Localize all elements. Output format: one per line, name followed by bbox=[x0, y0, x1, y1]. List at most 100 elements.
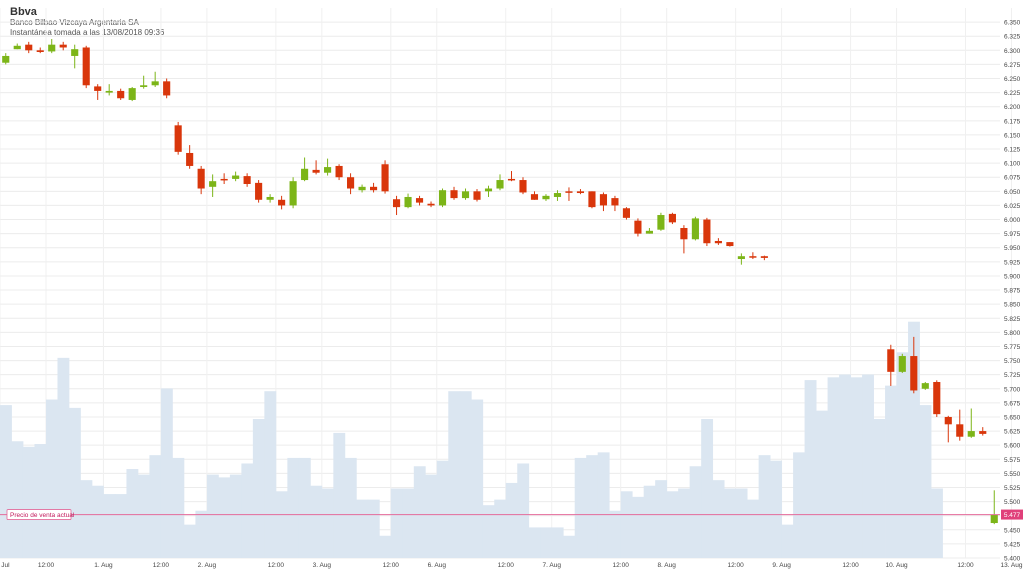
candle-down bbox=[117, 90, 125, 99]
volume-bar bbox=[724, 488, 737, 558]
y-tick-label: 6.200 bbox=[1004, 104, 1021, 111]
x-tick-label: 7. Aug bbox=[543, 562, 562, 569]
candle-up bbox=[324, 167, 332, 173]
candle-down bbox=[749, 256, 757, 258]
x-axis: 31. Jul 12:00 1. Aug 12:00 2. Aug 12:00 3. Aug… bbox=[0, 562, 1023, 569]
snapshot-time: Instantánea tomada a las 13/08/2018 09:3… bbox=[10, 28, 165, 37]
candle-down bbox=[335, 165, 343, 178]
candle-up bbox=[232, 175, 240, 179]
volume-bar bbox=[816, 410, 828, 558]
candle-down bbox=[519, 180, 527, 193]
volume-bar bbox=[528, 527, 541, 558]
volume-bar bbox=[827, 377, 840, 558]
volume-bar bbox=[574, 457, 587, 558]
volume-bar bbox=[34, 444, 47, 558]
y-tick-label: 5.950 bbox=[1004, 245, 1021, 252]
candle-down bbox=[255, 182, 263, 200]
volume-bar bbox=[126, 469, 139, 558]
volume-bar bbox=[229, 474, 242, 558]
candle-down bbox=[944, 416, 952, 425]
candle-down bbox=[243, 176, 251, 184]
candle-down bbox=[760, 256, 768, 258]
volume-bar bbox=[68, 407, 81, 558]
y-tick-label: 5.875 bbox=[1004, 288, 1021, 295]
y-tick-label: 5.500 bbox=[1004, 499, 1021, 506]
candle-up bbox=[301, 168, 309, 181]
candle-down bbox=[473, 191, 481, 200]
volume-bar bbox=[413, 466, 426, 558]
candle-down bbox=[381, 164, 389, 192]
y-tick-label: 6.325 bbox=[1004, 34, 1021, 41]
volume-bar bbox=[712, 480, 725, 558]
y-tick-label: 5.550 bbox=[1004, 471, 1021, 478]
x-tick-label: 13. Aug bbox=[1000, 562, 1022, 569]
candle-down bbox=[565, 191, 573, 193]
x-tick-label: 12:00 bbox=[153, 562, 170, 569]
y-tick-label: 6.275 bbox=[1004, 62, 1021, 69]
candle-down bbox=[197, 168, 205, 189]
volume-bar bbox=[586, 455, 599, 558]
candle-up bbox=[13, 45, 21, 50]
candle-up bbox=[691, 218, 699, 240]
y-tick-label: 5.675 bbox=[1004, 400, 1021, 407]
candle-up bbox=[553, 193, 562, 197]
x-tick-label: 12:00 bbox=[498, 562, 515, 569]
y-tick-label: 6.225 bbox=[1004, 90, 1021, 97]
candle-up bbox=[140, 85, 148, 87]
volume-bar bbox=[0, 405, 12, 558]
volume-bar bbox=[804, 380, 817, 558]
x-tick-label: 12:00 bbox=[727, 562, 744, 569]
candle-down bbox=[634, 220, 642, 234]
volume-bar bbox=[643, 485, 656, 558]
volume-bar bbox=[264, 391, 277, 558]
candle-down bbox=[94, 86, 102, 91]
y-tick-label: 6.000 bbox=[1004, 217, 1021, 224]
volume-bar bbox=[425, 474, 438, 558]
volume-bar bbox=[402, 488, 415, 558]
candle-up bbox=[105, 90, 113, 93]
volume-bar bbox=[183, 524, 196, 558]
volume-bar bbox=[666, 491, 679, 558]
volume-bar bbox=[195, 510, 208, 558]
y-tick-label: 5.625 bbox=[1004, 429, 1021, 436]
candle-down bbox=[25, 44, 33, 51]
volume-bar bbox=[275, 491, 288, 558]
y-tick-label: 6.075 bbox=[1004, 175, 1021, 182]
x-tick-label: 10. Aug bbox=[886, 562, 908, 569]
candle-down bbox=[703, 219, 711, 244]
volume-bar bbox=[885, 385, 897, 558]
candle-up bbox=[48, 44, 56, 52]
volume-bar bbox=[45, 399, 58, 558]
candle-down bbox=[887, 349, 895, 372]
y-tick-label: 5.800 bbox=[1004, 330, 1021, 337]
volume-bar bbox=[793, 452, 805, 558]
x-tick-label: 2. Aug bbox=[198, 562, 217, 569]
volume-bar bbox=[896, 352, 909, 558]
candle-up bbox=[358, 186, 366, 191]
y-tick-label: 5.725 bbox=[1004, 372, 1021, 379]
y-tick-label: 6.175 bbox=[1004, 118, 1021, 125]
candle-up bbox=[461, 191, 470, 199]
volume-bar bbox=[931, 488, 943, 558]
candle-down bbox=[588, 191, 596, 208]
y-tick-label: 6.300 bbox=[1004, 48, 1021, 55]
y-tick-label: 6.100 bbox=[1004, 161, 1021, 168]
volume-bar bbox=[218, 477, 231, 558]
current-price-label: Precio de venta actual bbox=[10, 512, 75, 519]
candles bbox=[2, 39, 998, 525]
candle-down bbox=[680, 228, 688, 240]
candle-down bbox=[979, 431, 987, 434]
volume-bar bbox=[448, 391, 461, 558]
candle-up bbox=[496, 180, 504, 189]
x-tick-label: 12:00 bbox=[613, 562, 630, 569]
volume-bar bbox=[172, 457, 185, 558]
x-tick-label: 9. Aug bbox=[772, 562, 791, 569]
volume-bar bbox=[471, 399, 484, 558]
volume-bar bbox=[758, 455, 771, 558]
volume-bar bbox=[436, 460, 449, 558]
candle-up bbox=[645, 230, 653, 234]
volume-bar bbox=[103, 494, 116, 558]
x-tick-label: 1. Aug bbox=[94, 562, 113, 569]
candle-down bbox=[668, 213, 676, 223]
